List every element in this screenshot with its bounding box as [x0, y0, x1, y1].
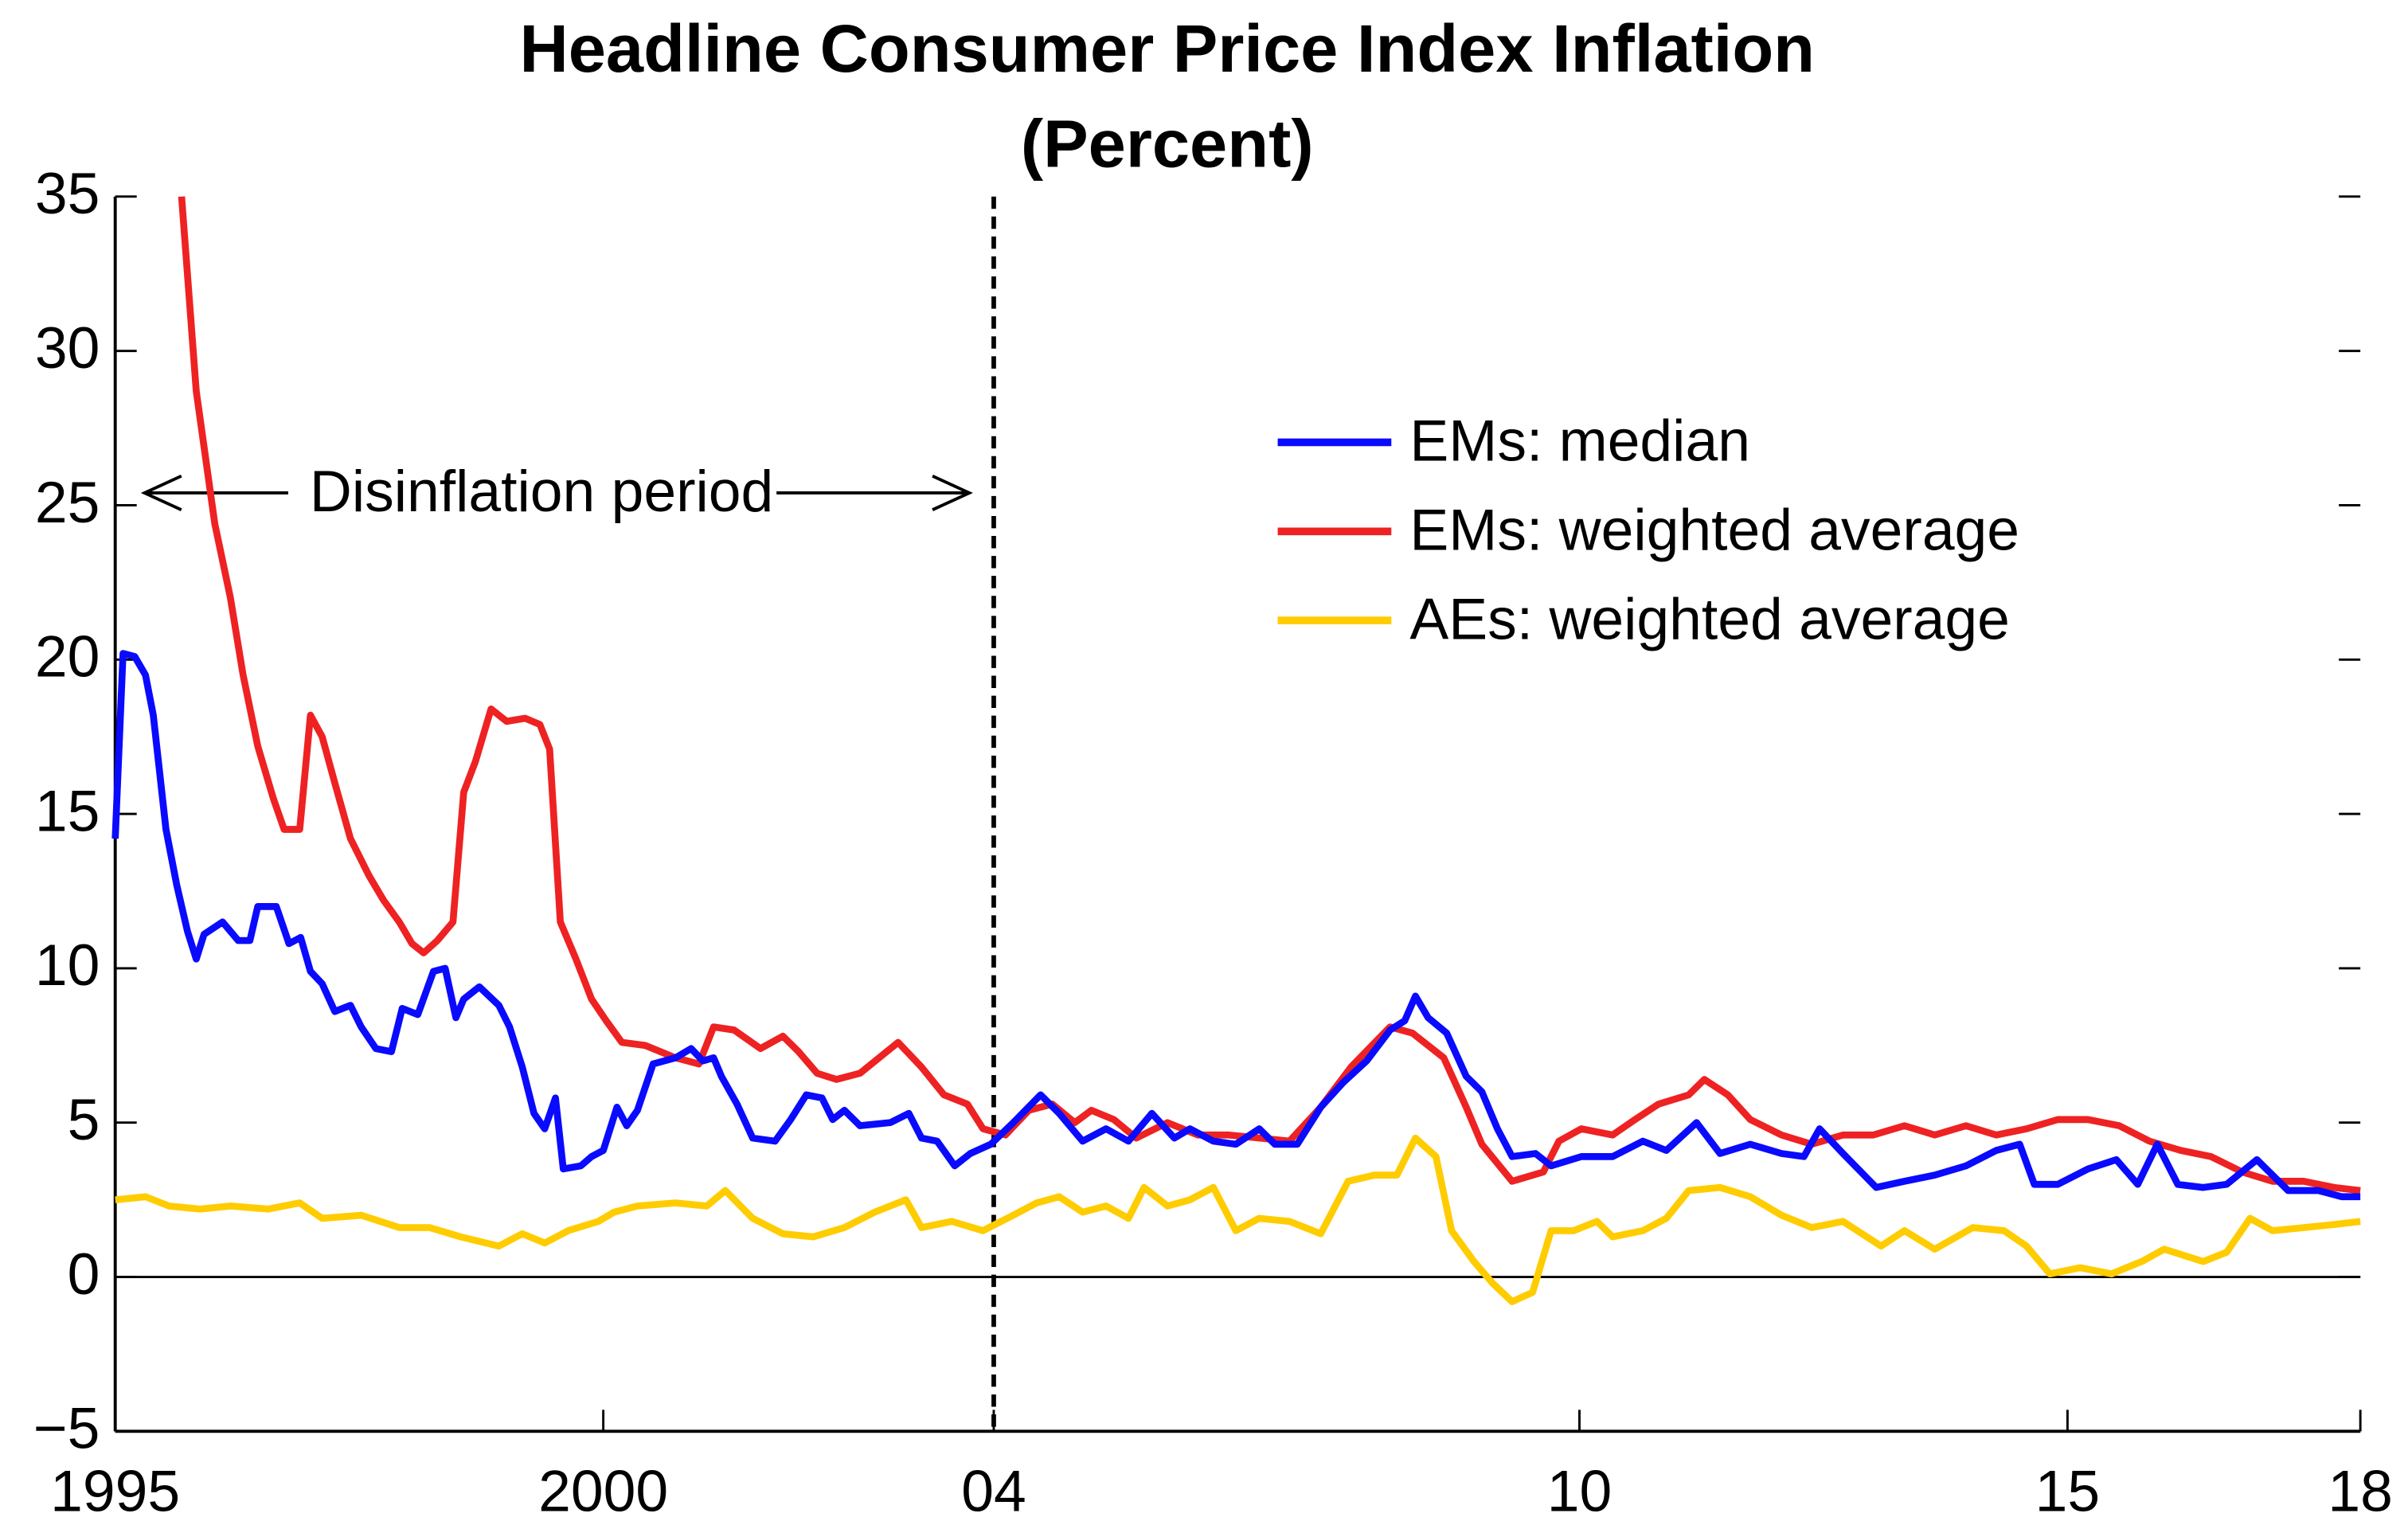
y-tick-label: 0: [68, 1242, 100, 1307]
series-line: [111, 650, 2361, 1201]
chart-subtitle: (Percent): [1021, 105, 1314, 181]
x-tick-label: 2000: [538, 1459, 668, 1524]
x-tick-label: 10: [1547, 1459, 1612, 1524]
annotation-text: Disinflation period: [310, 459, 773, 524]
y-tick-label: 25: [35, 470, 100, 535]
x-tick-label: 1995: [50, 1459, 180, 1524]
series-line: [115, 1134, 2361, 1305]
annotation-arrowhead: [140, 475, 182, 511]
y-tick-label: −5: [33, 1396, 100, 1461]
x-tick-label: 18: [2328, 1459, 2393, 1524]
plot-area: [111, 196, 2361, 1305]
legend-label: EMs: weighted average: [1409, 497, 2019, 562]
legend-label: AEs: weighted average: [1409, 586, 2009, 651]
y-tick-label: 5: [68, 1087, 100, 1152]
y-tick-label: 10: [35, 933, 100, 998]
axes: −5 0 5 10 15 20 25 30 35 1995 2000 04 10 15 18 Disinfla…: [33, 161, 2393, 1524]
chart-title: Headline Consumer Price Index Inflation: [519, 10, 1815, 86]
annotation-arrowhead: [932, 475, 973, 511]
y-tick-label: 35: [35, 161, 100, 226]
legend-label: EMs: median: [1409, 409, 1750, 474]
y-tick-label: 20: [35, 624, 100, 690]
x-tick-label: 15: [2035, 1459, 2101, 1524]
y-tick-label: 30: [35, 315, 100, 381]
legend: EMs: median EMs: weighted average AEs: wei…: [1277, 409, 2019, 651]
series-line: [178, 196, 2361, 1195]
x-tick-label: 04: [961, 1459, 1026, 1524]
y-tick-label: 15: [35, 778, 100, 843]
